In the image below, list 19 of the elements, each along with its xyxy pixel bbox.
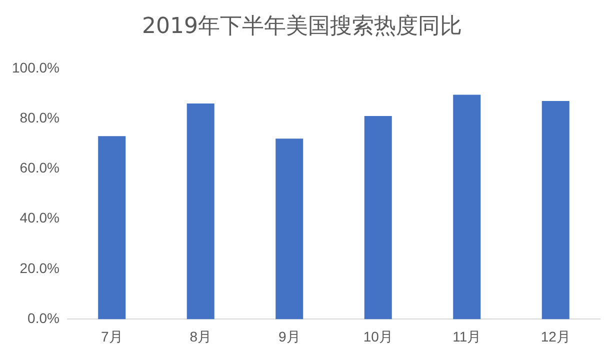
y-tick-label: 0.0%: [28, 310, 60, 326]
chart-title: 2019年下半年美国搜索热度同比: [142, 14, 462, 39]
bar: [276, 138, 304, 320]
y-tick-label: 60.0%: [20, 160, 60, 176]
bar: [364, 116, 392, 320]
bar: [542, 101, 570, 320]
bar: [186, 104, 214, 320]
y-tick-label: 80.0%: [20, 109, 60, 126]
y-tick-label: 100.0%: [12, 59, 60, 76]
x-tick-label: 7月: [100, 328, 123, 344]
bar: [453, 94, 481, 320]
x-tick-label: 8月: [190, 328, 212, 344]
bar: [98, 136, 126, 320]
x-tick-label: 10月: [363, 328, 393, 344]
x-tick-label: 12月: [540, 328, 570, 344]
x-tick-label: 9月: [278, 328, 300, 344]
y-tick-label: 20.0%: [20, 260, 60, 276]
y-tick-label: 40.0%: [20, 210, 60, 226]
x-tick-label: 11月: [452, 328, 482, 344]
